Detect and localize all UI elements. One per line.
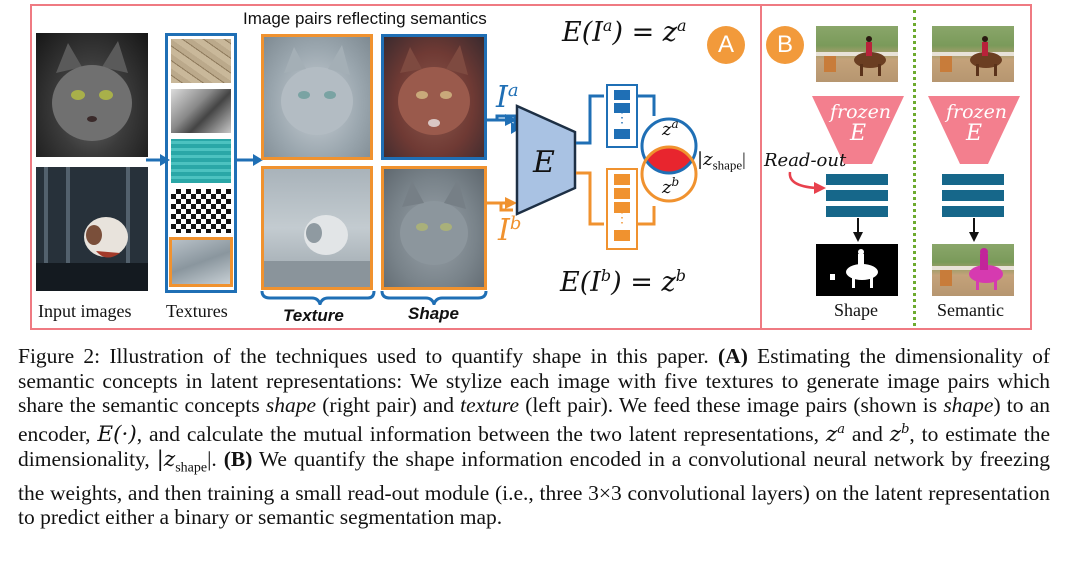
zshape-label: |zshape| (697, 149, 746, 173)
readout-layer-1-right (942, 174, 1004, 185)
frozen-label-right: frozen E (946, 101, 1008, 146)
label-output-shape: Shape (834, 300, 878, 320)
pair-shape-top (381, 34, 487, 160)
input-image-cat (36, 33, 148, 157)
textures-column (165, 33, 237, 293)
equation-bottom: E(Ib) = zb (560, 266, 686, 298)
pair-shape-bottom (381, 166, 487, 290)
input-image-dog (36, 167, 148, 291)
frozen-encoder-left (812, 96, 904, 164)
readout-arrow (788, 171, 826, 194)
panel-b-divider (913, 10, 916, 326)
texture-checkerboard (171, 189, 231, 233)
figure-caption: Figure 2: Illustration of the techniques… (18, 344, 1050, 530)
label-shape: Shape (408, 304, 460, 323)
texture-selected (169, 237, 233, 287)
latent-connectors (576, 94, 656, 226)
readout-layer-1-left (826, 174, 888, 185)
readout-layer-2-right (942, 190, 1004, 201)
readout-layer-3-left (826, 206, 888, 217)
venn-label-za: za (662, 117, 679, 140)
latent-vector-b: ⋮ (606, 168, 638, 250)
equation-top: E(Ia) = za (562, 16, 687, 48)
texture-cracked-earth (171, 39, 231, 83)
arrow-textures-to-pairs (237, 154, 263, 166)
arrow-label-ia: Ia (496, 80, 519, 115)
label-texture: Texture (283, 306, 344, 325)
arrow-label-ib: Ib (498, 213, 522, 248)
label-textures: Textures (166, 301, 228, 321)
venn-diagram (640, 117, 698, 203)
pair-texture-bottom (261, 166, 373, 290)
label-input-images: Input images (38, 301, 132, 321)
texture-water (171, 139, 231, 183)
panel-a-title: Image pairs reflecting semantics (243, 9, 487, 28)
badge-a: A (707, 26, 745, 64)
readout-label: Read-out (764, 150, 847, 171)
pair-texture-top (261, 34, 373, 160)
venn-label-zb: zb (662, 175, 680, 198)
latent-vector-a: ⋮ (606, 84, 638, 148)
readout-layer-3-right (942, 206, 1004, 217)
arrow-to-shape-output (853, 218, 863, 242)
encoder-label: E (533, 145, 555, 180)
pair-braces (260, 290, 488, 305)
texture-metal (171, 89, 231, 133)
label-output-semantic: Semantic (937, 300, 1004, 320)
output-shape-mask (816, 244, 898, 296)
badge-b: B (766, 26, 804, 64)
readout-layer-2-left (826, 190, 888, 201)
input-image-rider-right (932, 26, 1014, 82)
output-semantic-mask (932, 244, 1014, 296)
panel-b-frame (760, 4, 1032, 330)
input-image-rider-left (816, 26, 898, 82)
encoder-arrowheads (487, 114, 517, 209)
encoder-block (515, 104, 577, 216)
frozen-encoder-right (928, 96, 1020, 164)
frozen-label-left: frozen E (830, 101, 892, 146)
arrow-to-semantic-output (969, 218, 979, 242)
